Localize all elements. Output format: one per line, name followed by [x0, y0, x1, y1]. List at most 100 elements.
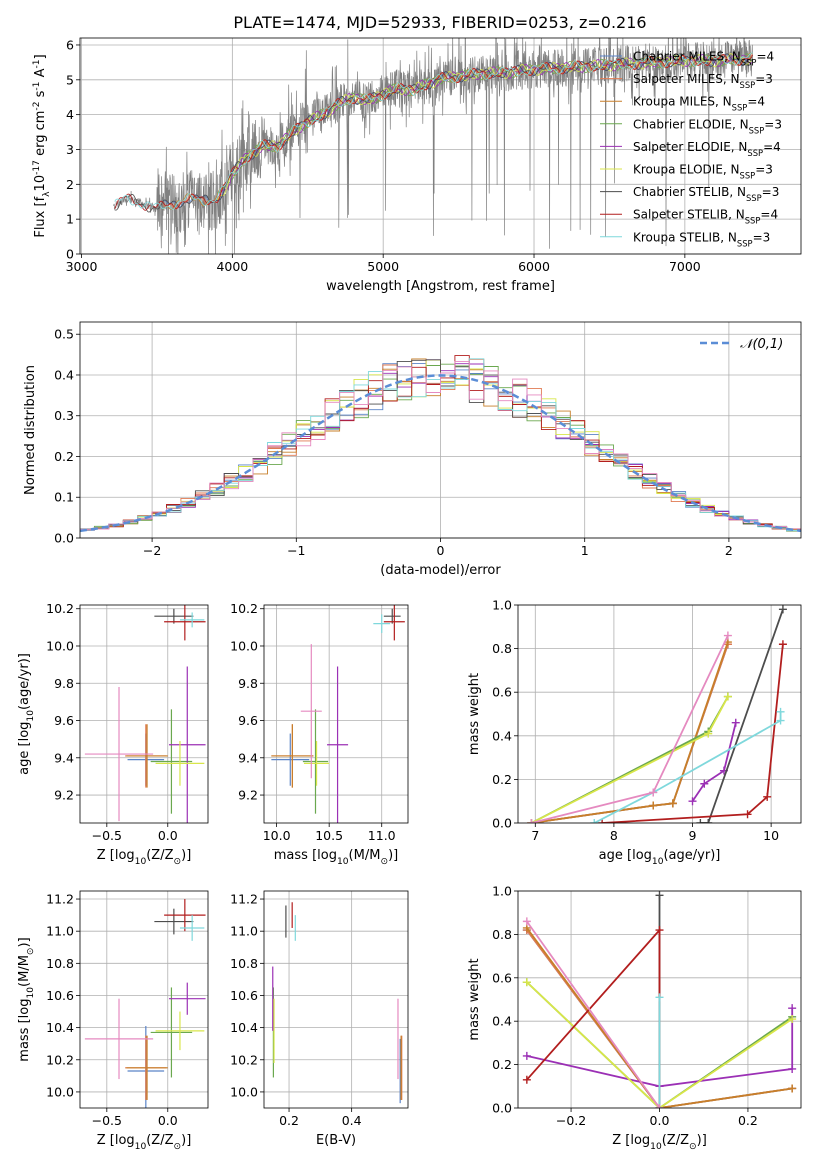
- y-tick-label: 9.2: [238, 788, 258, 803]
- series-marker-chabrier_stelib: [778, 605, 787, 614]
- y-tick-label: 11.0: [46, 924, 74, 939]
- plot-area: [271, 605, 405, 823]
- series-marker-pink_extra: [649, 788, 658, 797]
- x-tick-label: 0.0: [158, 1113, 178, 1128]
- series-marker-salpeter_elodie: [731, 718, 740, 727]
- series-line-kroupa_miles: [526, 927, 793, 1108]
- x-axis-label: E(B-V): [316, 1133, 356, 1148]
- x-tick-label: 10: [763, 828, 779, 843]
- x-tick-label: 3000: [66, 259, 98, 274]
- y-tick-label: 9.4: [54, 750, 74, 765]
- x-axis-label: Z [log10(Z/Z⊙)]: [97, 1133, 192, 1152]
- series-line-pink_extra: [526, 920, 661, 1108]
- legend: Chabrier MILES, NSSP=4 Salpeter MILES, NS…: [600, 50, 782, 248]
- x-tick-label: 7: [531, 828, 539, 843]
- y-tick-label: 10.6: [230, 988, 258, 1003]
- legend-label: Chabrier STELIB, NSSP=3: [633, 185, 779, 203]
- y-tick-label: 9.8: [238, 676, 258, 691]
- x-tick-label: 5000: [367, 259, 399, 274]
- series-marker-salpeter_stelib: [522, 1075, 531, 1084]
- y-axis-label: Flux [fλ10-17 erg cm-2 s-1 A-1]: [32, 54, 52, 237]
- y-axis-label: mass weight: [467, 673, 482, 755]
- series-marker-salpeter_stelib: [763, 792, 772, 801]
- series-marker-kroupa_miles: [668, 799, 677, 808]
- y-tick-label: 0.2: [492, 1057, 512, 1072]
- series-line-kroupa_elodie: [526, 981, 793, 1108]
- y-tick-label: 0.6: [492, 685, 512, 700]
- series-marker-salpeter_stelib: [598, 819, 607, 823]
- series-marker-salpeter_elodie: [788, 1004, 797, 1013]
- x-tick-label: 8: [610, 828, 618, 843]
- y-tick-label: 10.4: [230, 1020, 258, 1035]
- legend-label: 𝒩(0,1): [740, 337, 783, 352]
- x-axis-label: Z [log10(Z/Z⊙)]: [612, 1133, 707, 1152]
- plot-area: [84, 605, 206, 823]
- x-tick-label: 10.5: [315, 828, 343, 843]
- y-tick-label: 11.2: [230, 892, 258, 907]
- series-marker-pink_extra: [723, 631, 732, 640]
- series-line-salpeter_stelib: [602, 644, 784, 823]
- plot-area: [272, 902, 403, 1104]
- y-tick-label: 5: [66, 72, 74, 87]
- y-tick-label: 9.2: [54, 788, 74, 803]
- y-tick-label: 9.4: [238, 750, 258, 765]
- x-axis-label: Z [log10(Z/Z⊙)]: [97, 848, 192, 867]
- y-tick-label: 0.0: [492, 816, 512, 831]
- x-tick-label: −2: [143, 543, 161, 558]
- legend-label: Chabrier ELODIE, NSSP=3: [633, 117, 782, 135]
- series-marker-salpeter_elodie: [688, 797, 697, 806]
- series-marker-pink_extra: [527, 819, 536, 823]
- legend-label: Kroupa STELIB, NSSP=3: [633, 230, 770, 248]
- y-tick-label: 2: [66, 177, 74, 192]
- series-marker-kroupa_stelib: [776, 707, 785, 716]
- x-tick-label: 7000: [669, 259, 701, 274]
- axes-frame: [79, 604, 209, 824]
- series-marker-salpeter_stelib: [655, 926, 664, 935]
- series-marker-kroupa_elodie: [704, 729, 713, 738]
- y-tick-label: 0.2: [54, 449, 74, 464]
- plot-area: [112, 38, 754, 254]
- y-tick-label: 0.1: [54, 490, 74, 505]
- y-tick-label: 10.2: [46, 1052, 74, 1067]
- axes-frame: [263, 604, 409, 824]
- y-tick-label: 10.2: [46, 601, 74, 616]
- axes-frame: [517, 604, 802, 824]
- y-tick-label: 10.0: [46, 638, 74, 653]
- y-tick-label: 3: [66, 142, 74, 157]
- series-marker-salpeter_elodie: [700, 779, 709, 788]
- y-tick-label: 0.4: [492, 728, 512, 743]
- y-axis-label: Normed distribution: [23, 365, 38, 495]
- plot-area: [522, 891, 797, 1108]
- legend-label: Kroupa ELODIE, NSSP=3: [633, 163, 773, 181]
- x-tick-label: −1: [287, 543, 305, 558]
- panel-age_vs_Z: −0.5 0.0 9.2 9.4 9.6 9.8 10.0 10.2 Z [log10(Z/Z⊙…: [17, 601, 209, 867]
- y-tick-label: 0.8: [492, 641, 512, 656]
- y-tick-label: 10.0: [230, 638, 258, 653]
- normal-curve: [80, 374, 801, 533]
- model-line-chabrier_elodie: [217, 53, 753, 194]
- y-tick-label: 10.8: [46, 956, 74, 971]
- y-tick-label: 1.0: [492, 884, 512, 899]
- y-tick-label: 10.2: [230, 601, 258, 616]
- x-tick-label: −0.5: [92, 828, 122, 843]
- panel-mass_weight_vs_age: 7 8 9 10 0.0 0.2 0.4 0.6 0.8 1.0 age [log10(age/yr…: [467, 598, 802, 867]
- y-tick-label: 10.8: [230, 956, 258, 971]
- legend-label: Kroupa MILES, NSSP=4: [633, 95, 765, 113]
- legend-label: Salpeter ELODIE, NSSP=4: [633, 140, 781, 158]
- y-tick-label: 4: [66, 107, 74, 122]
- plot-area: [80, 355, 801, 533]
- y-axis-label: mass weight: [467, 958, 482, 1040]
- series-marker-salpeter_elodie: [522, 1051, 531, 1060]
- panel-age_vs_mass: 10.0 10.5 11.0 9.2 9.4 9.6 9.8 10.0 10.2 mass [lo…: [230, 601, 409, 867]
- series-line-chabrier_stelib: [700, 609, 784, 823]
- y-tick-label: 1.0: [492, 598, 512, 613]
- panel-residuals: −2 −1 0 1 2 0.0 0.1 0.2 0.3 0.4 0.5 (data-model)/er…: [23, 321, 802, 578]
- series-line-kroupa_stelib: [593, 711, 782, 823]
- x-tick-label: 6000: [518, 259, 550, 274]
- x-tick-label: 11.0: [368, 828, 396, 843]
- panel-spectrum: 3000 4000 5000 6000 7000 0 1 2 3 4 5 6 wavelength [A…: [32, 37, 802, 294]
- x-axis-label: wavelength [Angstrom, rest frame]: [326, 279, 555, 294]
- y-tick-label: 1: [66, 212, 74, 227]
- panel-mass_vs_EBV: 0.2 0.4 10.0 10.2 10.4 10.6 10.8 11.0 11.2 E(B-V): [230, 890, 409, 1148]
- axes-frame: [79, 890, 209, 1109]
